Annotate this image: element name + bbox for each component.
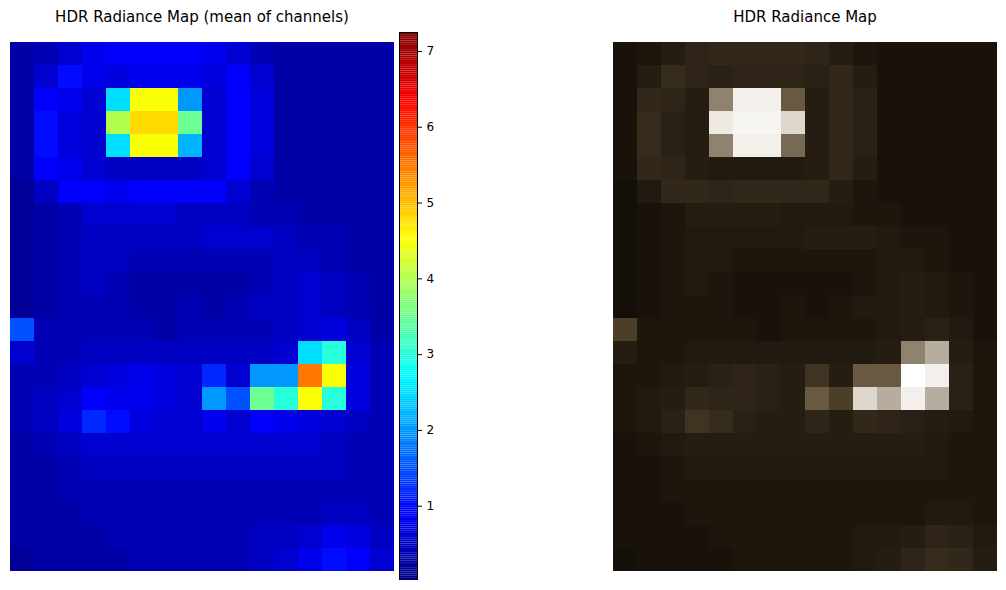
svg-text:2: 2 [427,423,435,437]
html-text:HDR Radiance Map: HDR Radiance Map [733,8,877,26]
svg-text:3: 3 [427,347,435,361]
html-text:HDR Radiance Map (mean of chan: HDR Radiance Map (mean of channels) [55,8,349,26]
svg-text:6: 6 [427,120,435,134]
svg-text:7: 7 [427,44,435,58]
svg-text:4: 4 [427,272,435,286]
svg-text:5: 5 [427,196,435,210]
svg-text:1: 1 [427,499,435,513]
